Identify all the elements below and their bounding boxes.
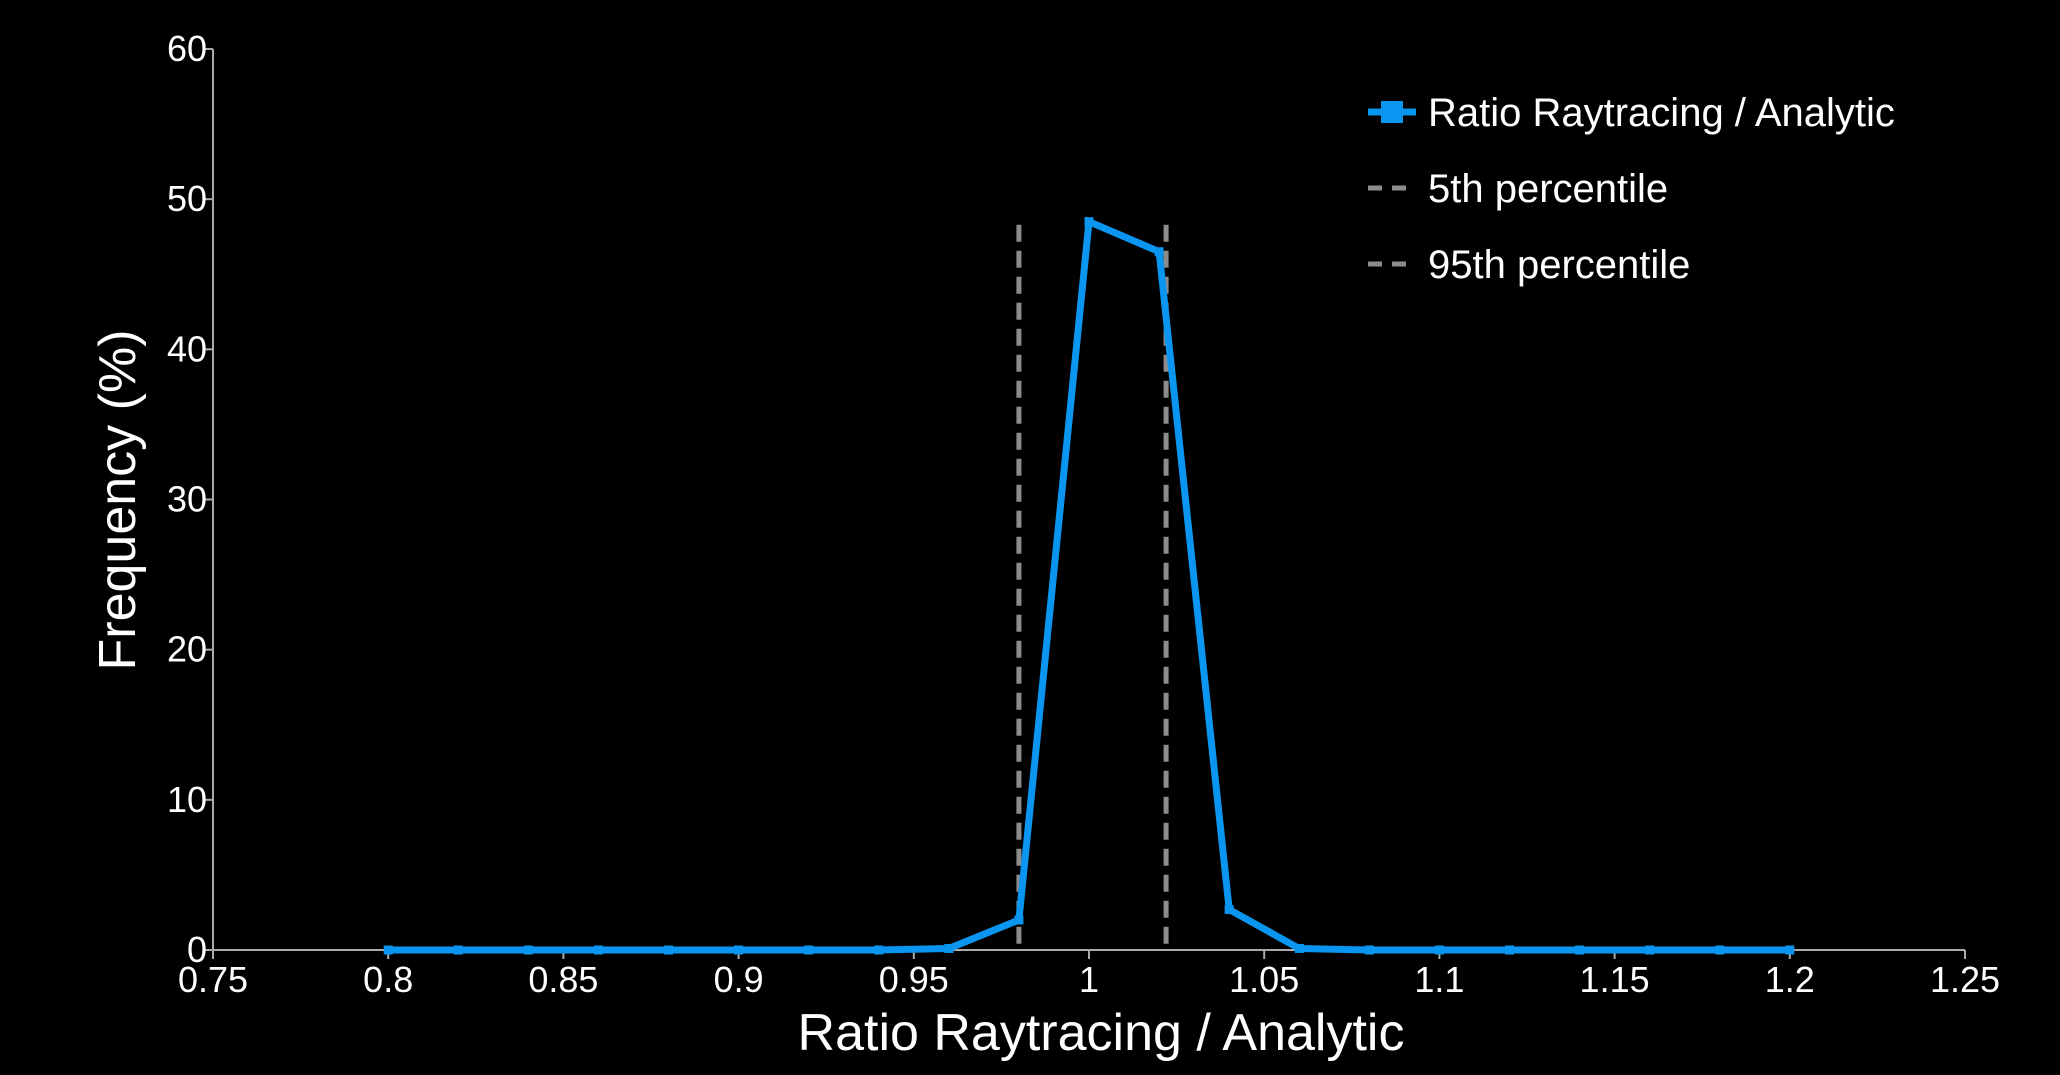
data-point [1014, 915, 1024, 925]
data-point [453, 945, 463, 955]
y-tick-label: 30 [167, 479, 207, 520]
series-line [388, 216, 1790, 954]
data-point [1785, 945, 1795, 955]
x-tick-label: 0.75 [178, 959, 248, 1000]
x-tick-label: 0.95 [879, 959, 949, 1000]
ticks: 0.75 0.8 0.85 0.9 0.95 1 1.05 1.1 1.15 1.2 1.25 0 10… [167, 28, 2000, 1000]
legend: Ratio Raytracing / Analytic 5th percentil… [1368, 91, 1895, 287]
legend-entry-p5: 5th percentile [1368, 167, 1668, 211]
legend-label: 95th percentile [1428, 243, 1690, 287]
y-tick-label: 0 [187, 929, 207, 970]
reference-lines [1016, 224, 1169, 950]
x-tick-label: 0.9 [714, 959, 764, 1000]
data-point [1294, 943, 1304, 953]
legend-marker [1381, 101, 1403, 123]
data-point [1154, 247, 1164, 257]
data-point [1645, 945, 1655, 955]
y-tick-label: 10 [167, 779, 207, 820]
x-axis-label: Ratio Raytracing / Analytic [798, 1004, 1405, 1062]
axis-labels: Ratio Raytracing / Analytic Frequency (%… [89, 330, 1404, 1063]
data-point [593, 945, 603, 955]
data-point [1364, 945, 1374, 955]
data-point [1715, 945, 1725, 955]
x-tick-label: 1.05 [1229, 959, 1299, 1000]
x-tick-label: 1.15 [1580, 959, 1650, 1000]
x-tick-label: 1.2 [1765, 959, 1815, 1000]
x-tick-label: 0.85 [528, 959, 598, 1000]
data-point [804, 945, 814, 955]
data-point [523, 945, 533, 955]
data-point [1224, 904, 1234, 914]
y-tick-label: 50 [167, 178, 207, 219]
axes [212, 49, 1965, 951]
y-tick-label: 40 [167, 328, 207, 369]
x-tick-label: 0.8 [363, 959, 413, 1000]
legend-label: 5th percentile [1428, 167, 1668, 211]
data-point [734, 945, 744, 955]
data-point [1575, 945, 1585, 955]
data-point [1084, 217, 1094, 227]
legend-entry-p95: 95th percentile [1368, 243, 1690, 287]
data-point [383, 945, 393, 955]
data-point [1504, 945, 1514, 955]
data-point [874, 945, 884, 955]
y-tick-label: 60 [167, 28, 207, 69]
legend-label: Ratio Raytracing / Analytic [1428, 91, 1895, 135]
x-tick-label: 1.1 [1414, 959, 1464, 1000]
x-tick-label: 1.25 [1930, 959, 2000, 1000]
data-point [1434, 945, 1444, 955]
data-point [944, 943, 954, 953]
y-tick-label: 20 [167, 629, 207, 670]
x-tick-label: 1 [1079, 959, 1099, 1000]
series [383, 216, 1795, 955]
legend-entry-series: Ratio Raytracing / Analytic [1368, 91, 1895, 135]
y-axis-label: Frequency (%) [89, 330, 147, 671]
data-point [664, 945, 674, 955]
